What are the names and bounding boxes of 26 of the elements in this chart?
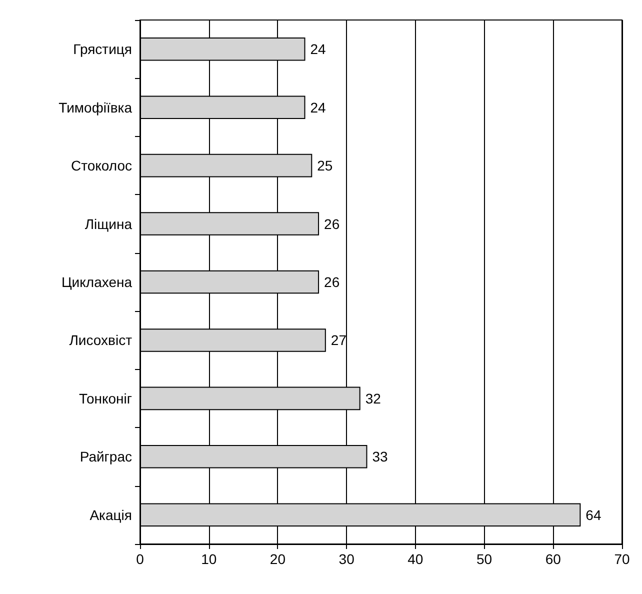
data-label: 24 — [310, 99, 326, 116]
y-tick-label: Тонконіг — [79, 390, 132, 406]
y-tick-label: Райграс — [80, 448, 132, 465]
y-tick-label: Лисохвіст — [69, 332, 133, 348]
x-tick-label: 30 — [338, 551, 355, 567]
y-tick-label: Циклахена — [61, 274, 132, 290]
y-tick-label: Стоколос — [70, 158, 132, 174]
data-label: 64 — [586, 506, 602, 523]
data-label: 25 — [317, 158, 333, 174]
x-tick-label: 50 — [476, 551, 492, 567]
x-tick-label: 10 — [201, 551, 217, 567]
x-tick-label: 0 — [136, 551, 144, 567]
y-tick-label: Тимофіївка — [58, 99, 132, 116]
data-label: 26 — [324, 216, 340, 232]
y-tick-label: Ліщина — [84, 216, 132, 232]
x-tick-label: 60 — [545, 551, 562, 567]
data-label: 33 — [372, 448, 388, 465]
data-label: 26 — [324, 274, 340, 290]
x-tick-label: 40 — [408, 551, 424, 567]
data-label: 32 — [365, 390, 382, 406]
x-tick-label: 20 — [270, 551, 286, 567]
y-tick-label: Акація — [90, 506, 132, 523]
data-label: 24 — [310, 41, 326, 58]
x-tick-label: 70 — [614, 551, 630, 567]
y-tick-label: Грястиця — [73, 41, 132, 58]
data-label: 27 — [330, 332, 347, 348]
